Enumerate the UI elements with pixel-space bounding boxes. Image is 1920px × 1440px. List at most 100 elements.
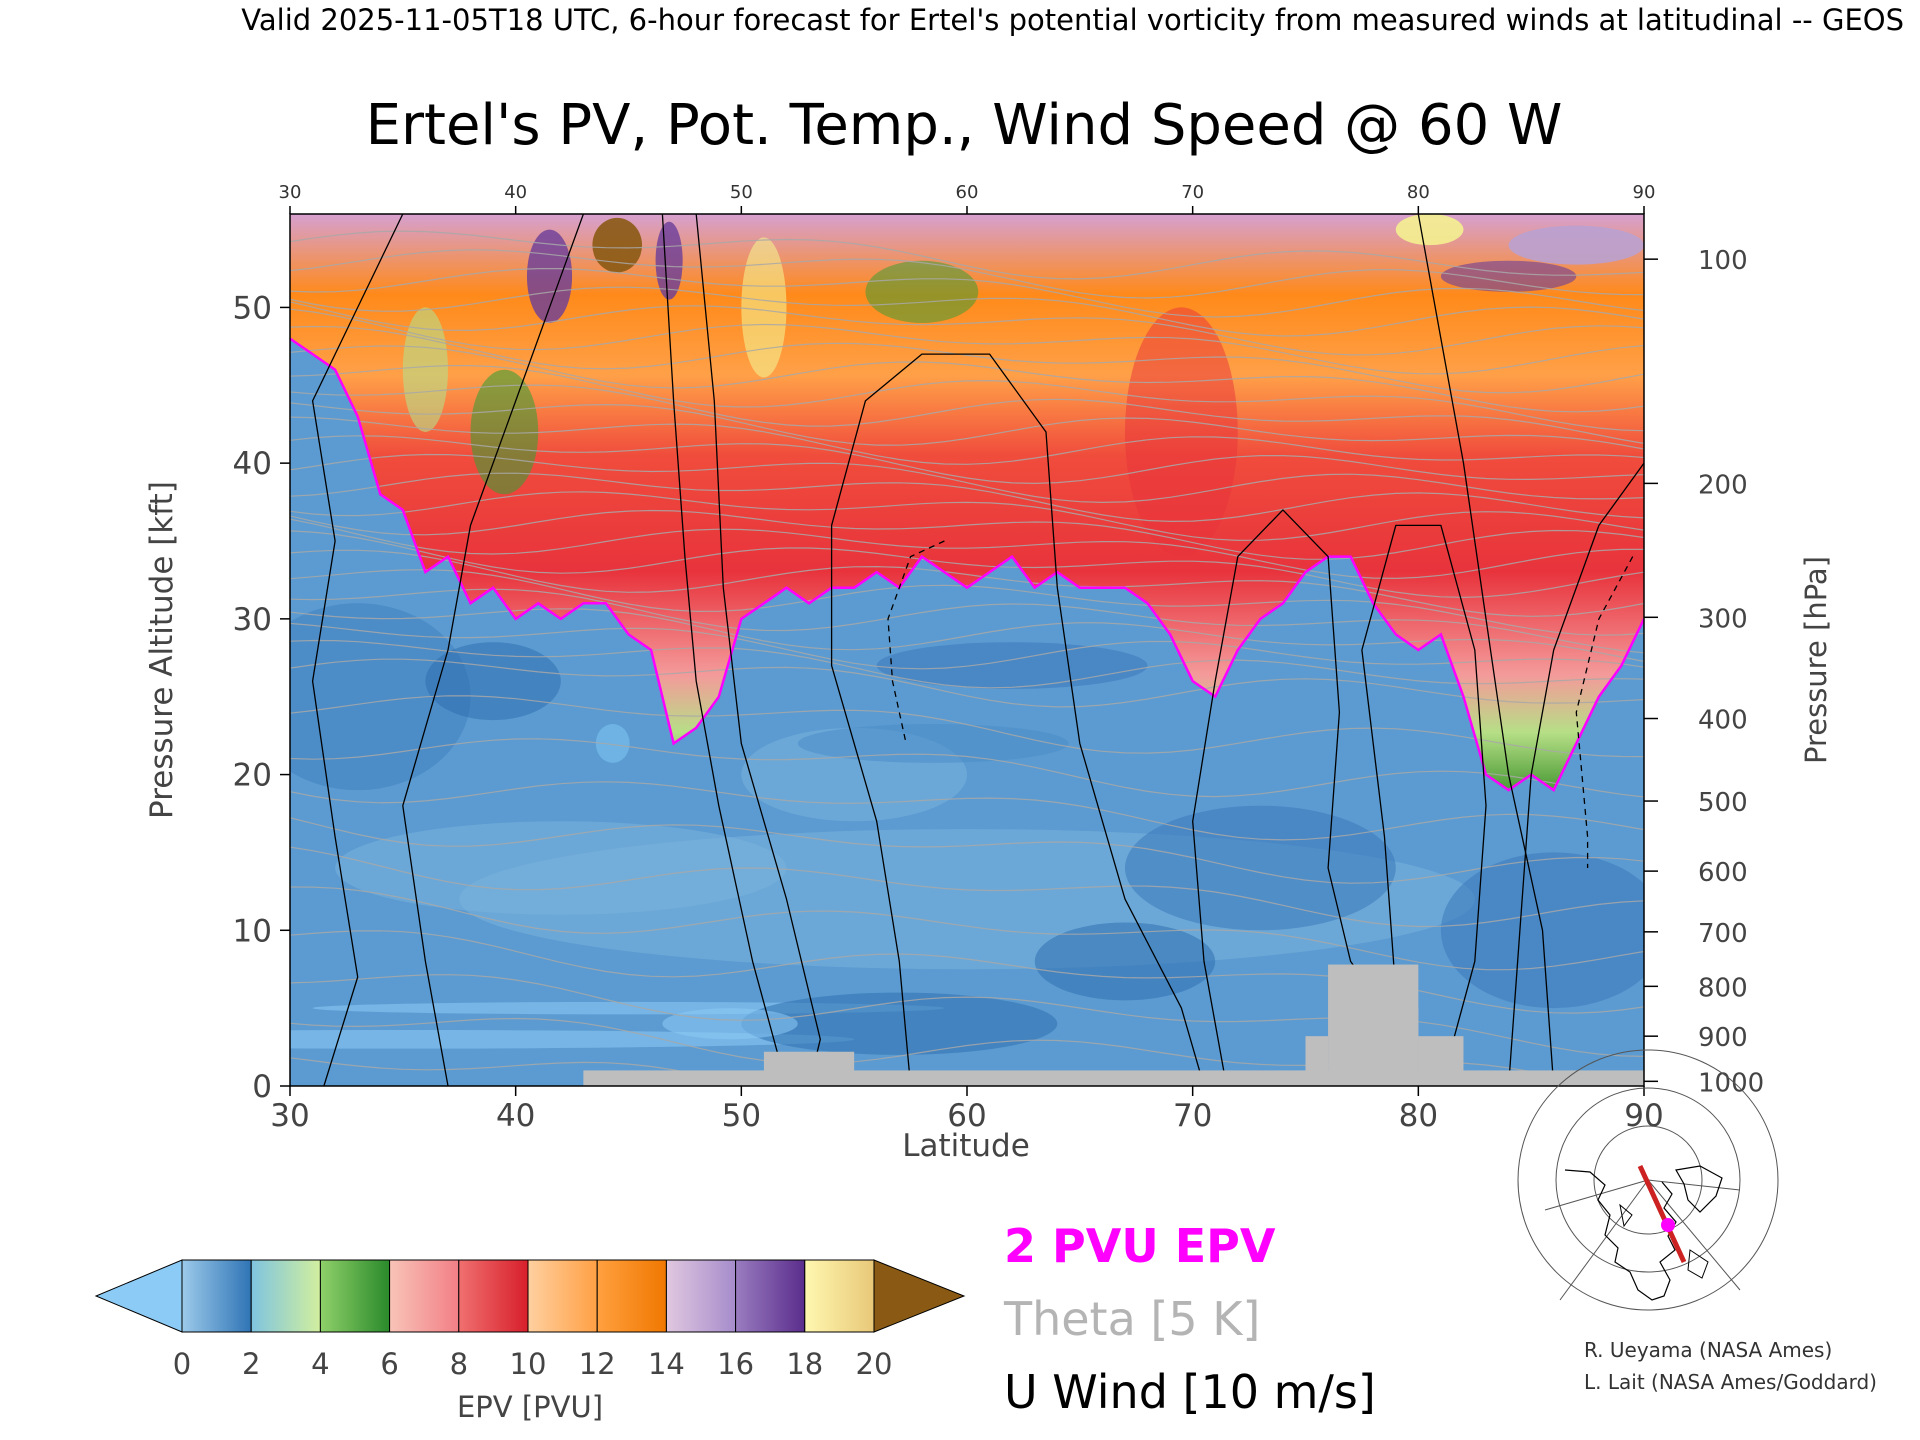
troposphere-patch xyxy=(1034,922,1216,1001)
colorbar-tick-label: 16 xyxy=(717,1347,754,1381)
legend-theta: Theta [5 K] xyxy=(1003,1292,1260,1346)
theta-contour xyxy=(290,1057,1170,1086)
y-axis-right-pressure: 100 200 300 400 500 600 700 800 900 1000 xyxy=(1644,246,1764,1098)
pressure-tick-label: 800 xyxy=(1698,973,1748,1003)
theta-contour xyxy=(290,416,1644,465)
theta-contour xyxy=(290,781,1644,841)
terrain-block xyxy=(763,1051,855,1086)
y-tick-label: 50 xyxy=(233,290,272,326)
troposphere-patch xyxy=(876,642,1148,689)
stratosphere-patch xyxy=(655,221,683,300)
terrain-block xyxy=(1384,1008,1419,1086)
x-axis-top: 30 40 50 60 70 80 90 xyxy=(279,182,1656,214)
colorbar-under-arrow xyxy=(94,1259,183,1333)
troposphere-patch xyxy=(290,603,471,791)
theta-contour xyxy=(290,286,1644,337)
pressure-tick-label: 700 xyxy=(1698,919,1748,949)
inset-map-coastline xyxy=(1619,1203,1709,1279)
pressure-tick-label: 900 xyxy=(1698,1023,1748,1053)
theta-contour xyxy=(290,608,1644,662)
epv-colorbar: 0 2 4 6 8 10 12 14 16 18 20 xyxy=(94,1259,966,1381)
y-tick-label: 0 xyxy=(252,1069,272,1105)
inset-map-meridian xyxy=(1559,1179,1649,1301)
inset-map-meridian xyxy=(1647,1179,1741,1191)
pressure-tick-label: 300 xyxy=(1698,604,1748,634)
y-tick-label: 30 xyxy=(233,602,272,638)
colorbar-tick-label: 10 xyxy=(510,1347,547,1381)
theta-contour xyxy=(290,308,1644,375)
troposphere-patch xyxy=(662,1008,798,1040)
troposphere-patch xyxy=(335,821,787,915)
troposphere-patch xyxy=(1124,805,1396,931)
x-tick-label: 40 xyxy=(496,1098,535,1134)
colorbar-label: EPV [PVU] xyxy=(457,1390,603,1424)
colorbar-segment xyxy=(665,1259,737,1333)
contour-legend: 2 PVU EPV Theta [5 K] U Wind [10 m/s] xyxy=(1003,1219,1376,1419)
legend-wind: U Wind [10 m/s] xyxy=(1004,1365,1376,1419)
colorbar-tick-label: 20 xyxy=(856,1347,893,1381)
colorbar-segment xyxy=(735,1259,806,1333)
x-tick-label: 80 xyxy=(1399,1098,1438,1134)
x-top-tick-label: 70 xyxy=(1181,182,1204,203)
inset-map-latitude-ring xyxy=(1517,1049,1779,1311)
x-top-tick-label: 90 xyxy=(1633,182,1656,203)
theta-contour xyxy=(290,365,1644,432)
u-wind-contours xyxy=(311,214,1644,1086)
terrain-block xyxy=(1418,1036,1464,1086)
y-axis-label: Pressure Altitude [kft] xyxy=(144,481,180,819)
colorbar-segment xyxy=(596,1259,667,1333)
theta-contour xyxy=(290,249,1644,299)
credit-line-2: L. Lait (NASA Ames/Goddard) xyxy=(1584,1370,1877,1394)
theta-contour xyxy=(290,384,1644,444)
troposphere-patch xyxy=(595,723,630,763)
x-top-tick-label: 40 xyxy=(504,182,527,203)
colorbar-segment xyxy=(181,1259,252,1333)
tropopause-2pvu-contour xyxy=(290,337,1644,792)
theta-contour xyxy=(290,268,1644,318)
pressure-tick-label: 200 xyxy=(1698,470,1748,500)
u-wind-contour xyxy=(661,214,788,1086)
stratosphere-patch xyxy=(865,260,979,323)
u-wind-contour xyxy=(830,353,1205,1086)
theta-contour xyxy=(290,435,1644,485)
u-wind-contour xyxy=(1361,524,1487,1086)
colorbar-tick-label: 6 xyxy=(380,1347,398,1381)
plot-area: 30 40 50 60 70 80 90 30 40 50 60 70 80 90 0 10 20 30 40 5… xyxy=(233,182,1765,1134)
colorbar-tick-label: 12 xyxy=(579,1347,616,1381)
pressure-tick-label: 500 xyxy=(1698,788,1748,818)
x-tick-label: 90 xyxy=(1624,1098,1663,1134)
y-axis-left: 0 10 20 30 40 50 xyxy=(233,290,290,1105)
theta-contour xyxy=(290,325,1644,394)
theta-contour xyxy=(290,569,1644,636)
theta-contour xyxy=(290,846,1644,928)
inset-map-coastline xyxy=(1675,1165,1723,1213)
colorbar-segment xyxy=(319,1259,391,1333)
x-top-tick-label: 30 xyxy=(279,182,302,203)
x-tick-label: 70 xyxy=(1173,1098,1212,1134)
stratosphere-patch xyxy=(592,217,643,273)
colorbar-tick-label: 4 xyxy=(311,1347,329,1381)
y-tick-label: 20 xyxy=(233,758,272,794)
legend-epv: 2 PVU EPV xyxy=(1004,1219,1276,1273)
u-wind-contour-negative xyxy=(887,540,945,744)
theta-contour xyxy=(290,345,1644,413)
theta-contour xyxy=(290,530,1644,599)
inset-map-meridian xyxy=(1544,1179,1649,1211)
colorbar-segment xyxy=(389,1259,460,1333)
y-tick-label: 40 xyxy=(233,446,272,482)
theta-contour xyxy=(290,518,1644,580)
x-axis-label: Latitude xyxy=(902,1128,1030,1164)
theta-contour xyxy=(290,402,1644,450)
colorbar-tick-label: 14 xyxy=(648,1347,685,1381)
theta-contour xyxy=(290,738,1644,798)
theta-contour xyxy=(290,230,1644,280)
stratosphere-patch xyxy=(1395,214,1464,246)
x-top-tick-label: 80 xyxy=(1407,182,1430,203)
troposphere-patch xyxy=(797,723,1069,763)
inset-map-section-line xyxy=(1637,1164,1687,1264)
theta-contour xyxy=(290,301,1644,356)
x-top-tick-label: 50 xyxy=(730,182,753,203)
inset-map-latitude-ring xyxy=(1593,1125,1703,1235)
x-axis-bottom: 30 40 50 60 70 80 90 xyxy=(270,1086,1664,1134)
